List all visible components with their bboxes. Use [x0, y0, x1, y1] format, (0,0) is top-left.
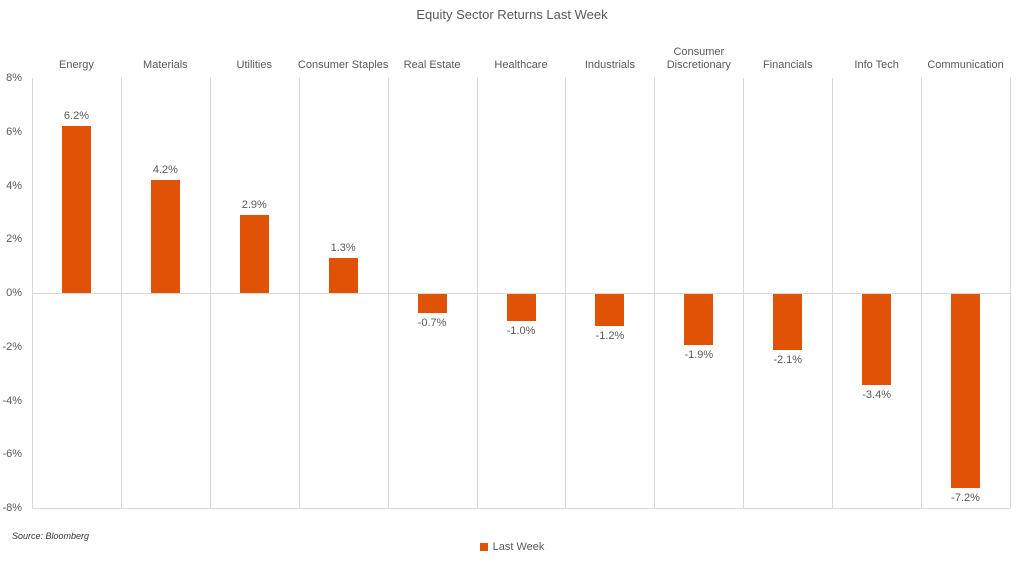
- bar: [951, 294, 981, 488]
- legend: Last Week: [0, 541, 1024, 553]
- zero-line: [32, 293, 1010, 294]
- y-axis-tick-label: 4%: [6, 179, 22, 192]
- y-axis-tick-label: -6%: [2, 448, 22, 461]
- category-label: Real Estate: [403, 59, 461, 71]
- bar-value-label: -1.0%: [506, 324, 536, 337]
- category-label: Utilities: [236, 59, 272, 71]
- bar: [862, 294, 892, 386]
- bar: [684, 294, 714, 346]
- category-label: Consumer Staples: [297, 59, 389, 71]
- bar-value-label: 4.2%: [152, 164, 178, 177]
- bar-value-label: 2.9%: [241, 199, 267, 212]
- bar-value-label: -0.7%: [417, 316, 447, 329]
- category-label: Healthcare: [494, 59, 548, 71]
- y-axis-tick-label: -8%: [2, 502, 22, 514]
- legend-label: Last Week: [492, 541, 545, 553]
- bar-value-label: -1.9%: [684, 349, 714, 362]
- plot-bottom-line: [32, 508, 1010, 509]
- y-axis-tick-label: 2%: [6, 233, 22, 246]
- bar: [239, 215, 269, 293]
- bar-value-label: -2.1%: [773, 354, 803, 367]
- y-axis-tick-label: -4%: [2, 394, 22, 407]
- source-note: Source: Bloomberg: [12, 531, 90, 541]
- legend-marker-icon: [479, 543, 488, 551]
- gridline-vertical: [1010, 78, 1011, 508]
- category-label: Financials: [762, 59, 813, 71]
- y-axis-tick-label: 0%: [6, 287, 22, 299]
- bar-value-label: 6.2%: [63, 110, 89, 123]
- bar-value-label: -7.2%: [951, 491, 980, 504]
- bar: [595, 294, 625, 327]
- category-label: Industrials: [584, 59, 635, 71]
- y-axis-tick-label: -2%: [2, 340, 22, 353]
- bar-value-label: -1.2%: [595, 330, 625, 343]
- y-axis-tick-label: 8%: [6, 72, 22, 84]
- bar: [417, 294, 447, 313]
- category-label: Communication: [927, 59, 1004, 71]
- bar: [773, 294, 803, 351]
- category-label: Consumer Discretionary: [666, 46, 731, 71]
- y-axis-tick-label: 6%: [6, 125, 22, 138]
- bar-value-label: -3.4%: [862, 389, 891, 402]
- category-label: Energy: [59, 59, 94, 71]
- bar-value-label: 1.3%: [330, 242, 356, 255]
- category-label: Materials: [143, 59, 188, 71]
- category-label: Info Tech: [854, 59, 899, 71]
- bar: [150, 180, 180, 293]
- chart-title: Equity Sector Returns Last Week: [416, 7, 608, 22]
- bar: [328, 258, 358, 293]
- bar: [506, 294, 536, 321]
- bar: [61, 126, 91, 293]
